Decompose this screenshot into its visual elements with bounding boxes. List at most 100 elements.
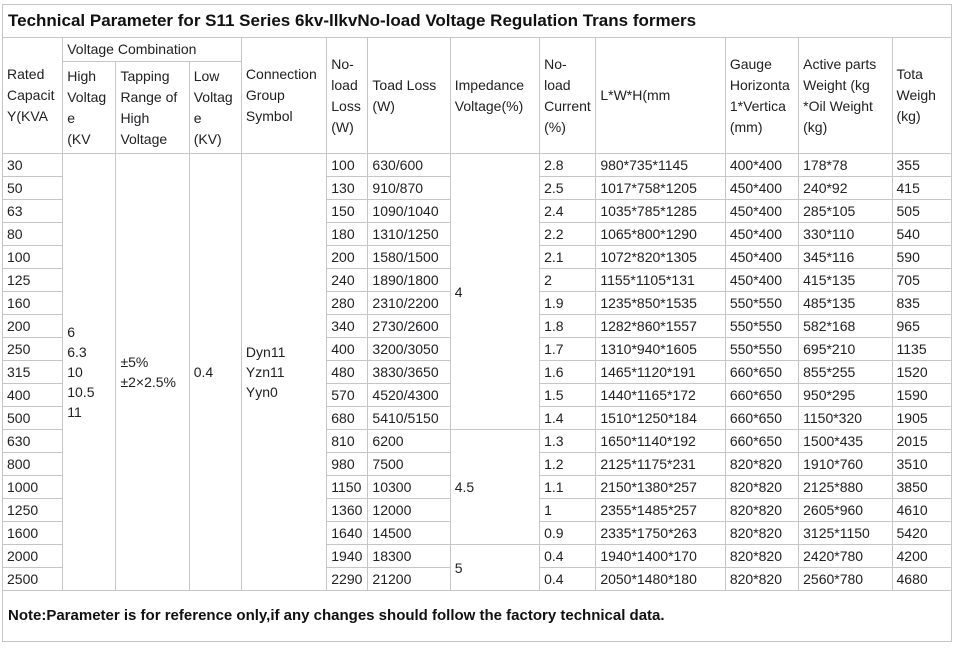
cell-no-load-current: 2.8 (539, 153, 597, 177)
header-row-top: Rated Capacit Y(KVA Voltage Combination … (1, 37, 952, 154)
cell-no-load-current: 1.2 (539, 452, 597, 476)
cell-no-load-loss: 680 (326, 406, 369, 430)
header-low-voltage: Low Voltag e (KV) (188, 61, 242, 154)
cell-load-loss: 630/600 (367, 153, 451, 177)
cell-no-load-current: 2.5 (539, 176, 597, 200)
cell-total-weight: 1520 (891, 360, 952, 384)
header-no-load-loss: No- load Loss (W) (326, 37, 369, 154)
table-note: Note:Parameter is for reference only,if … (2, 590, 952, 642)
cell-dimensions: 1440*1165*172 (595, 383, 726, 407)
cell-dimensions: 2125*1175*231 (595, 452, 726, 476)
header-tapping-range: Tapping Range of High Voltage (115, 61, 190, 154)
cell-no-load-current: 1.1 (539, 475, 597, 499)
cell-low-voltage-merged: 0.4 (188, 153, 242, 591)
cell-no-load-loss: 100 (326, 153, 369, 177)
cell-dimensions: 1510*1250*184 (595, 406, 726, 430)
cell-rated-capacity: 63 (1, 199, 64, 223)
cell-load-loss: 1310/1250 (367, 222, 451, 246)
cell-connection-group-merged: Dyn11 Yzn11 Yyn0 (240, 153, 328, 591)
cell-active-parts-weight: 1150*320 (798, 406, 893, 430)
cell-load-loss: 18300 (367, 544, 451, 568)
title-row: Technical Parameter for S11 Series 6kv-l… (2, 4, 952, 38)
cell-active-parts-weight: 345*116 (798, 245, 893, 269)
cell-no-load-loss: 400 (326, 337, 369, 361)
cell-no-load-loss: 240 (326, 268, 369, 292)
header-gauge: Gauge Horizonta 1*Vertica (mm) (724, 37, 800, 154)
header-dimensions: L*W*H(mm (595, 37, 726, 154)
cell-no-load-loss: 980 (326, 452, 369, 476)
cell-dimensions: 1235*850*1535 (595, 291, 726, 315)
cell-total-weight: 3510 (891, 452, 952, 476)
table-row: 160 280 2310/2200 1.9 1235*850*1535 550*… (1, 291, 952, 315)
cell-no-load-current: 1 (539, 498, 597, 522)
cell-no-load-current: 1.6 (539, 360, 597, 384)
cell-gauge: 550*550 (724, 337, 800, 361)
table-row: 63 150 1090/1040 2.4 1035*785*1285 450*4… (1, 199, 952, 223)
cell-no-load-current: 2.4 (539, 199, 597, 223)
cell-gauge: 820*820 (724, 475, 800, 499)
cell-active-parts-weight: 330*110 (798, 222, 893, 246)
cell-no-load-current: 2.1 (539, 245, 597, 269)
cell-load-loss: 2730/2600 (367, 314, 451, 338)
cell-no-load-current: 1.4 (539, 406, 597, 430)
cell-gauge: 450*400 (724, 222, 800, 246)
cell-active-parts-weight: 3125*1150 (798, 521, 893, 545)
cell-load-loss: 2310/2200 (367, 291, 451, 315)
cell-active-parts-weight: 2560*780 (798, 567, 893, 591)
cell-active-parts-weight: 2125*880 (798, 475, 893, 499)
cell-active-parts-weight: 950*295 (798, 383, 893, 407)
cell-dimensions: 1065*800*1290 (595, 222, 726, 246)
cell-active-parts-weight: 582*168 (798, 314, 893, 338)
cell-load-loss: 14500 (367, 521, 451, 545)
cell-no-load-current: 1.8 (539, 314, 597, 338)
cell-rated-capacity: 125 (1, 268, 64, 292)
cell-tapping-range-merged: ±5% ±2×2.5% (115, 153, 190, 591)
cell-gauge: 400*400 (724, 153, 800, 177)
cell-rated-capacity: 160 (1, 291, 64, 315)
cell-no-load-loss: 480 (326, 360, 369, 384)
cell-impedance-group: 4.5 (449, 429, 541, 545)
cell-no-load-loss: 280 (326, 291, 369, 315)
cell-no-load-current: 2.2 (539, 222, 597, 246)
cell-active-parts-weight: 1910*760 (798, 452, 893, 476)
cell-load-loss: 3200/3050 (367, 337, 451, 361)
cell-no-load-loss: 810 (326, 429, 369, 453)
cell-load-loss: 10300 (367, 475, 451, 499)
cell-no-load-loss: 1940 (326, 544, 369, 568)
cell-active-parts-weight: 855*255 (798, 360, 893, 384)
cell-total-weight: 505 (891, 199, 952, 223)
table-row: 50 130 910/870 2.5 1017*758*1205 450*400… (1, 176, 952, 200)
table-row: 250 400 3200/3050 1.7 1310*940*1605 550*… (1, 337, 952, 361)
cell-no-load-loss: 1360 (326, 498, 369, 522)
cell-total-weight: 1135 (891, 337, 952, 361)
header-row-sub: High Voltag e (KV Tapping Range of High … (3, 61, 952, 154)
table-row: 800 980 7500 1.2 2125*1175*231 820*820 1… (1, 452, 952, 476)
cell-no-load-current: 2 (539, 268, 597, 292)
cell-dimensions: 1310*940*1605 (595, 337, 726, 361)
cell-active-parts-weight: 285*105 (798, 199, 893, 223)
cell-no-load-current: 1.7 (539, 337, 597, 361)
cell-rated-capacity: 100 (1, 245, 64, 269)
cell-gauge: 820*820 (724, 521, 800, 545)
table-row: 200 340 2730/2600 1.8 1282*860*1557 550*… (1, 314, 952, 338)
table-row: 315 480 3830/3650 1.6 1465*1120*191 660*… (1, 360, 952, 384)
cell-dimensions: 1017*758*1205 (595, 176, 726, 200)
cell-no-load-loss: 1150 (326, 475, 369, 499)
table-row: 2000 1940 18300 5 0.4 1940*1400*170 820*… (1, 544, 952, 591)
cell-total-weight: 4200 (891, 544, 952, 568)
table-row: 125 240 1890/1800 2 1155*1105*131 450*40… (1, 268, 952, 292)
cell-total-weight: 590 (891, 245, 952, 269)
cell-rated-capacity: 2000 (1, 544, 64, 568)
cell-active-parts-weight: 695*210 (798, 337, 893, 361)
cell-gauge: 820*820 (724, 498, 800, 522)
cell-rated-capacity: 50 (1, 176, 64, 200)
cell-load-loss: 3830/3650 (367, 360, 451, 384)
cell-active-parts-weight: 485*135 (798, 291, 893, 315)
note-row: Note:Parameter is for reference only,if … (2, 590, 952, 642)
cell-no-load-current: 1.3 (539, 429, 597, 453)
cell-dimensions: 1940*1400*170 (595, 544, 726, 568)
cell-dimensions: 1072*820*1305 (595, 245, 726, 269)
table-row: 1250 1360 12000 1 2355*1485*257 820*820 … (1, 498, 952, 522)
cell-rated-capacity: 80 (1, 222, 64, 246)
table-row: 400 570 4520/4300 1.5 1440*1165*172 660*… (1, 383, 952, 407)
